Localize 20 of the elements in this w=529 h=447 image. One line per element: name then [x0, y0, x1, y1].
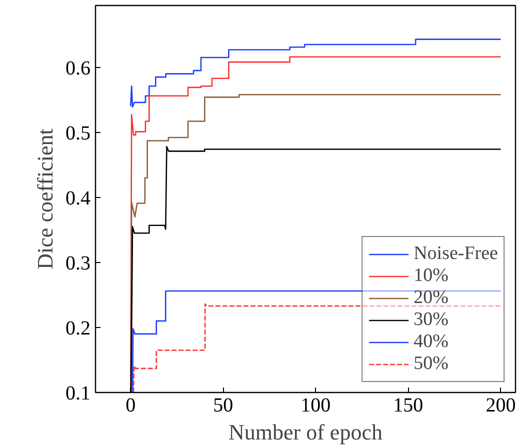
y-tick-label: 0.6 [66, 57, 90, 80]
y-tick-label: 0.1 [66, 382, 90, 404]
y-axis-title: Dice coefficient [32, 128, 58, 270]
x-axis-title: Number of epoch [228, 420, 382, 444]
legend-label: 30% [414, 309, 448, 331]
legend-label: 20% [414, 287, 448, 309]
x-tick-label: 150 [393, 394, 424, 416]
x-tick-label: 100 [300, 394, 331, 416]
legend-label: Noise-Free [414, 243, 498, 265]
y-tick-label: 0.5 [66, 122, 90, 144]
legend-label: 10% [414, 265, 448, 287]
line-series [130, 38, 502, 108]
y-tick-label: 0.4 [66, 187, 90, 210]
x-tick-label: 200 [486, 394, 516, 416]
legend-label: 40% [414, 331, 448, 353]
y-tick-label: 0.3 [66, 252, 90, 274]
legend-label: 50% [414, 353, 448, 375]
x-tick-label: 0 [126, 394, 136, 416]
x-tick-label: 50 [213, 394, 234, 416]
y-tick-label: 0.2 [66, 317, 90, 340]
